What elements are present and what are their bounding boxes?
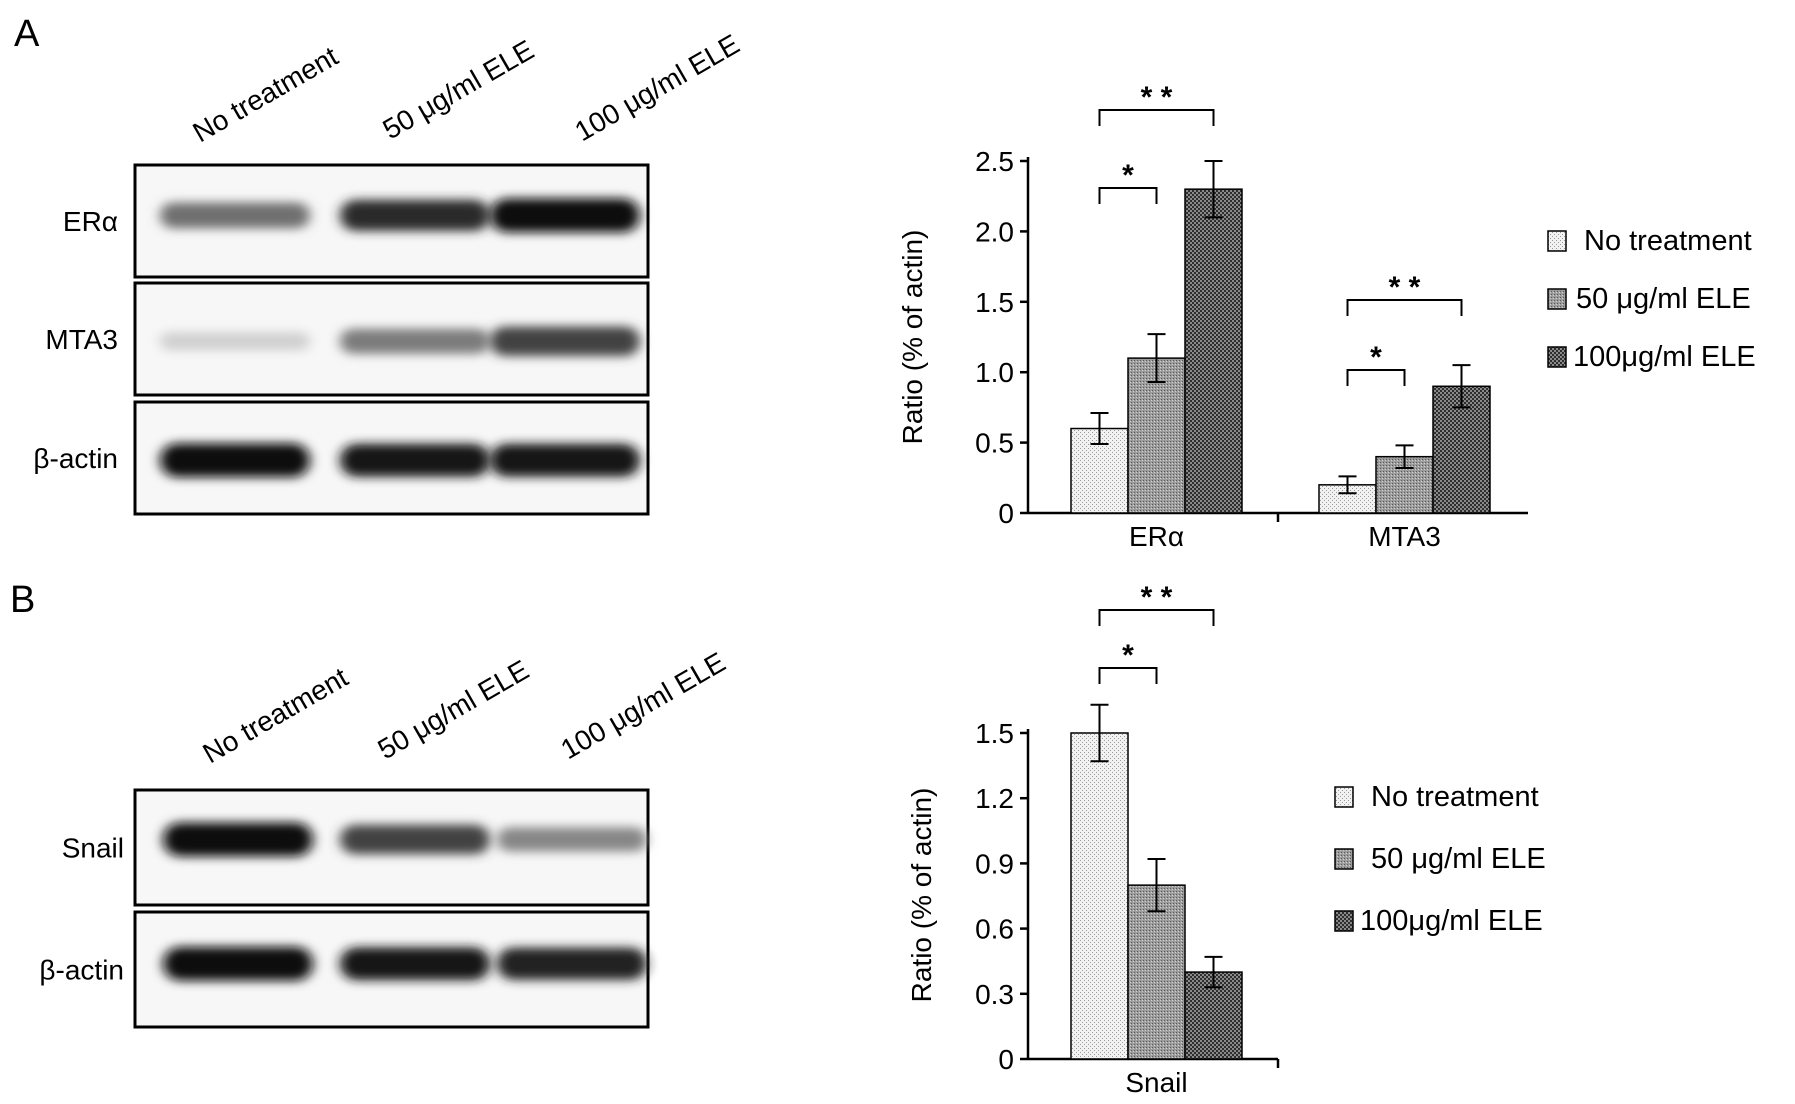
chart-a-significance-label-1: * *	[1141, 81, 1173, 114]
chart-a-ytick-label-4: 2.0	[975, 216, 1014, 247]
blot-b-band-actin-lane-0	[163, 946, 313, 981]
blot-a-band-er-lane-2	[490, 198, 640, 233]
chart-b-legend-label-2: 100μg/ml ELE	[1360, 905, 1543, 937]
blot-b-band-snail-lane-2	[497, 827, 647, 852]
chart-b-legend-label-1: 50 μg/ml ELE	[1371, 843, 1546, 875]
chart-a-ytick-label-0: 0	[998, 498, 1014, 529]
chart-a-significance-bracket-2	[1346, 369, 1406, 386]
blot-b-lane-label-1: 50 μg/ml ELE	[373, 654, 535, 765]
chart-a-legend-label-1: 50 μg/ml ELE	[1576, 283, 1751, 315]
chart-a-legend-label-2: 100μg/ml ELE	[1573, 341, 1756, 373]
chart-a-bar-er-100-g-ml-ele	[1184, 188, 1243, 514]
blot-a-lane-label-1: 50 μg/ml ELE	[378, 34, 540, 145]
chart-a-legend-swatch-2	[1547, 346, 1567, 368]
chart-a-ytick-label-1: 0.5	[975, 428, 1014, 459]
chart-b-significance-label-1: * *	[1141, 581, 1173, 614]
chart-b-significance-bracket-0	[1098, 667, 1158, 684]
chart-b-significance-bracket-1	[1098, 609, 1215, 626]
blot-a-band-actin-lane-2	[490, 443, 640, 477]
blot-a-band-mta3-lane-1	[340, 328, 490, 354]
chart-b-errorbar-snail-50-g-ml-ele	[1147, 858, 1166, 913]
blot-a-band-mta3-lane-2	[490, 326, 640, 356]
blot-a-lane-label-2: 100 μg/ml ELE	[570, 28, 745, 147]
blot-a-row-label-actin: β-actin	[33, 443, 118, 474]
chart-a-errorbar-mta3-100-g-ml-ele	[1452, 364, 1471, 409]
panel-letter-a: A	[14, 13, 40, 55]
chart-a-legend-swatch-1	[1547, 288, 1567, 310]
chart-b-ytick-label-0: 0	[998, 1044, 1014, 1075]
chart-b-ytick-label-4: 1.2	[975, 783, 1014, 814]
chart-b: Ratio (% of actin) 0 0.3 0.6 0.9 1.2 1.5 Snail…	[906, 581, 1546, 1098]
blot-a-lane-label-0: No treatment	[188, 40, 344, 148]
blot-a: No treatment 50 μg/ml ELE 100 μg/ml ELE …	[33, 28, 745, 516]
chart-a: Ratio (% of actin) 0 0.5 1.0 1.5 2.0 2.5 ERα MT…	[897, 81, 1756, 552]
blot-a-band-actin-lane-0	[160, 443, 310, 478]
chart-a-significance-bracket-3	[1346, 299, 1463, 316]
blot-b-band-snail-lane-1	[340, 824, 490, 855]
chart-a-bar-er-50-g-ml-ele	[1127, 357, 1186, 514]
blot-b-lane-label-2: 100 μg/ml ELE	[556, 646, 731, 765]
blot-a-row-label-mta3: MTA3	[45, 324, 118, 355]
chart-a-category-label-er: ERα	[1129, 521, 1184, 552]
chart-a-legend-label-0: No treatment	[1584, 225, 1752, 257]
chart-b-ylabel: Ratio (% of actin)	[906, 788, 937, 1003]
chart-a-significance-label-2: *	[1370, 341, 1382, 374]
chart-a-ylabel: Ratio (% of actin)	[897, 230, 928, 445]
blot-b-band-actin-lane-2	[497, 947, 647, 980]
chart-b-legend-swatch-2	[1334, 910, 1354, 932]
chart-a-legend-swatch-0	[1547, 230, 1567, 252]
chart-b-legend-swatch-1	[1334, 848, 1354, 870]
chart-a-significance-bracket-1	[1098, 109, 1215, 126]
chart-b-ytick-label-5: 1.5	[975, 718, 1014, 749]
chart-a-errorbar-mta3-no-treatment	[1338, 475, 1357, 495]
chart-b-ytick-label-2: 0.6	[975, 914, 1014, 945]
chart-a-significance-label-3: * *	[1389, 271, 1421, 304]
chart-b-legend-label-0: No treatment	[1371, 781, 1539, 813]
blot-b-lane-label-0: No treatment	[198, 661, 354, 769]
chart-b-ytick-label-1: 0.3	[975, 979, 1014, 1010]
chart-a-ytick-label-3: 1.5	[975, 287, 1014, 318]
chart-b-category-label-snail: Snail	[1125, 1067, 1187, 1098]
blot-b: No treatment 50 μg/ml ELE 100 μg/ml ELE …	[39, 646, 731, 1029]
blot-b-row-label-actin: β-actin	[39, 955, 124, 986]
blot-b-band-actin-lane-1	[340, 947, 490, 981]
chart-a-ytick-label-5: 2.5	[975, 146, 1014, 177]
blot-a-band-actin-lane-1	[340, 443, 490, 477]
chart-a-errorbar-er-100-g-ml-ele	[1204, 160, 1223, 219]
chart-a-significance-bracket-0	[1098, 187, 1158, 204]
chart-a-errorbar-er-50-g-ml-ele	[1147, 333, 1166, 384]
panel-letter-b: B	[10, 579, 35, 621]
chart-a-category-label-mta3: MTA3	[1368, 521, 1441, 552]
blot-a-band-er-lane-0	[160, 202, 310, 229]
chart-b-errorbar-snail-100-g-ml-ele	[1204, 955, 1223, 989]
blot-b-band-snail-lane-0	[163, 822, 313, 857]
chart-a-significance-label-0: *	[1122, 159, 1134, 192]
blot-b-row-label-snail: Snail	[62, 833, 124, 864]
chart-b-significance-label-0: *	[1122, 639, 1134, 672]
chart-a-errorbar-er-no-treatment	[1090, 412, 1109, 446]
blot-a-row-label-er: ERα	[63, 206, 118, 237]
chart-a-errorbar-mta3-50-g-ml-ele	[1395, 444, 1414, 469]
chart-b-errorbar-snail-no-treatment	[1090, 703, 1109, 763]
chart-b-ytick-label-3: 0.9	[975, 848, 1014, 879]
chart-b-bar-snail-50-g-ml-ele	[1127, 884, 1186, 1060]
blot-a-band-mta3-lane-0	[160, 332, 310, 351]
chart-b-legend-swatch-0	[1334, 786, 1354, 808]
chart-b-bar-snail-no-treatment	[1070, 732, 1129, 1060]
chart-a-ytick-label-2: 1.0	[975, 357, 1014, 388]
blot-a-band-er-lane-1	[340, 199, 490, 232]
